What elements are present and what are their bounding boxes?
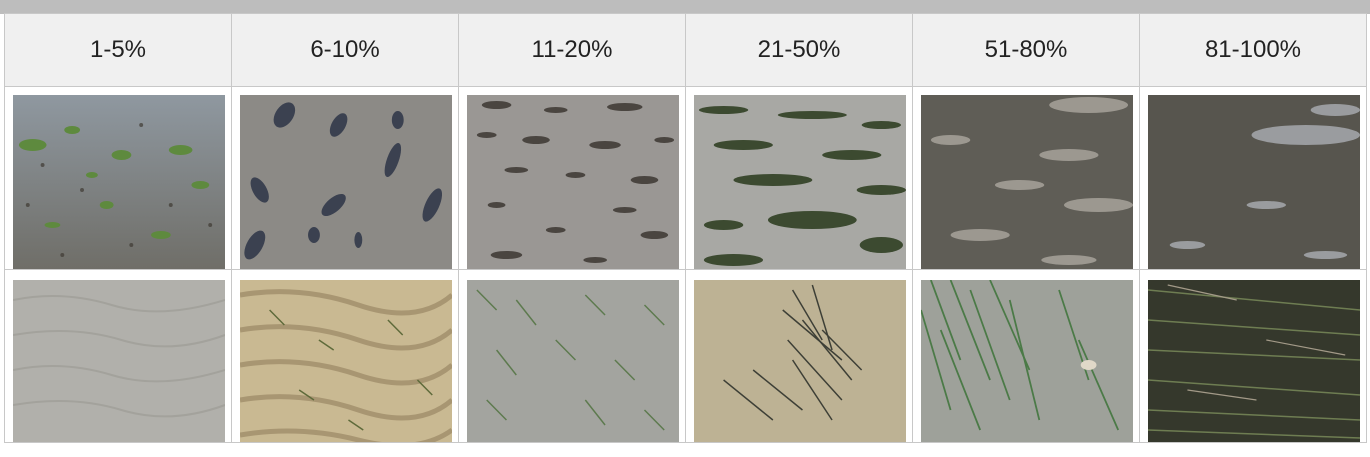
column-header-6-10: 6-10% <box>231 13 459 87</box>
mudflat-algae-bands-photo <box>694 95 906 269</box>
table-cell <box>912 86 1140 270</box>
sand-sparse-seagrass-photo <box>467 280 679 442</box>
sand-dense-seagrass-photo <box>1148 280 1360 442</box>
table-cell <box>231 86 459 270</box>
table-cell <box>458 269 686 443</box>
table-cell <box>4 269 232 443</box>
column-header-81-100: 81-100% <box>1139 13 1367 87</box>
table-row <box>4 86 1367 270</box>
table-cell <box>1139 86 1367 270</box>
mudflat-patches-photo <box>467 95 679 269</box>
header-row: 1-5% 6-10% 11-20% 21-50% 51-80% 81-100% <box>4 13 1367 87</box>
mudflat-scattered-clumps-photo <box>240 95 452 269</box>
sand-ripples-sparse-grass-photo <box>240 280 452 442</box>
sand-bare-photo <box>13 280 225 442</box>
header-bar <box>0 0 1370 14</box>
table-cell <box>912 269 1140 443</box>
mudflat-near-full-cover-photo <box>1148 95 1360 269</box>
column-header-11-20: 11-20% <box>458 13 686 87</box>
sand-seagrass-clump-photo <box>694 280 906 442</box>
table-cell <box>4 86 232 270</box>
table-cell <box>685 269 913 443</box>
table-cell <box>231 269 459 443</box>
table-cell <box>685 86 913 270</box>
sand-seagrass-strands-photo <box>921 280 1133 442</box>
coverage-table: 1-5% 6-10% 11-20% 21-50% 51-80% 81-100% <box>4 13 1367 443</box>
table-cell <box>458 86 686 270</box>
column-header-21-50: 21-50% <box>685 13 913 87</box>
mudflat-dense-mat-photo <box>921 95 1133 269</box>
table-cell <box>1139 269 1367 443</box>
table-row <box>4 269 1367 443</box>
column-header-51-80: 51-80% <box>912 13 1140 87</box>
mudflat-sparse-algae-photo <box>13 95 225 269</box>
column-header-1-5: 1-5% <box>4 13 232 87</box>
